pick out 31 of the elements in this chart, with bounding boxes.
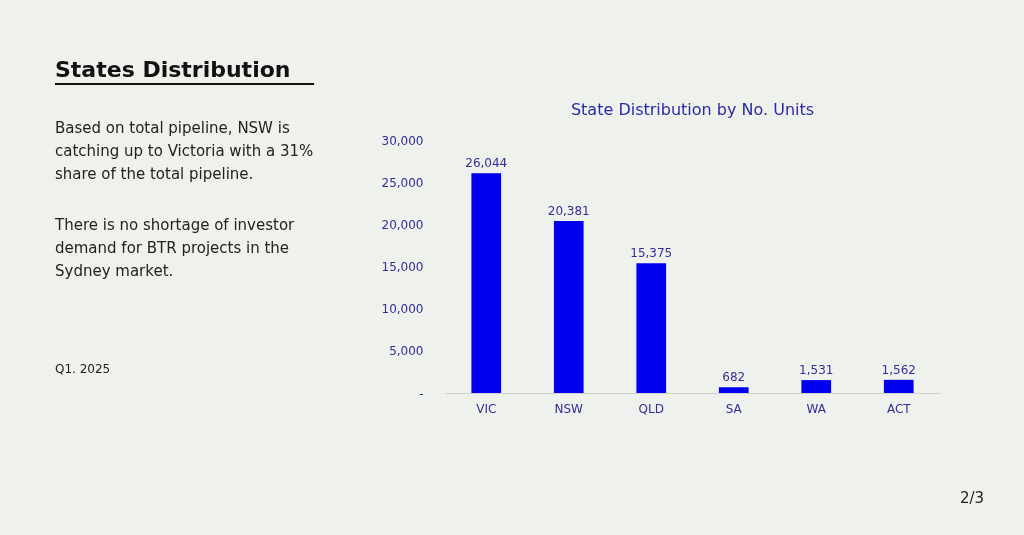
chart-title: State Distribution by No. Units bbox=[570, 100, 815, 119]
y-tick-label: 15,000 bbox=[381, 260, 424, 274]
bar bbox=[883, 379, 914, 393]
bar bbox=[471, 173, 502, 393]
text: Q1. 2025 bbox=[55, 362, 111, 376]
bar bbox=[801, 380, 832, 393]
text: There is no shortage of investor demand for BTR projects in the Sydney market. bbox=[54, 216, 296, 280]
x-tick-label: SA bbox=[725, 401, 743, 416]
bar bbox=[553, 221, 584, 393]
data-label: 15,375 bbox=[630, 246, 673, 261]
y-tick-label: 20,000 bbox=[381, 217, 424, 232]
y-tick-label: - bbox=[419, 386, 424, 401]
y-tick-label: 10,000 bbox=[381, 302, 424, 317]
bar bbox=[636, 263, 667, 393]
bar bbox=[718, 387, 749, 393]
text: 2/3 bbox=[960, 489, 985, 507]
data-label: 682 bbox=[722, 370, 746, 385]
x-tick-label: VIC bbox=[476, 401, 497, 416]
x-tick-label: NSW bbox=[554, 401, 584, 416]
data-label: 1,531 bbox=[799, 363, 834, 378]
data-label: 26,044 bbox=[465, 156, 508, 171]
y-tick-label: 5,000 bbox=[389, 344, 424, 359]
y-tick-label: 30,000 bbox=[381, 133, 424, 148]
y-tick-label: 25,000 bbox=[381, 175, 424, 190]
data-label: 1,562 bbox=[881, 362, 916, 377]
x-tick-label: ACT bbox=[886, 401, 912, 416]
text: Based on total pipeline, NSW is catching up to Victoria with a 31% share of the total pipeline. bbox=[55, 119, 314, 183]
data-label: 20,381 bbox=[547, 204, 590, 219]
x-tick-label: WA bbox=[806, 401, 827, 416]
text: States Distribution bbox=[55, 57, 291, 82]
x-tick-label: QLD bbox=[638, 401, 664, 416]
